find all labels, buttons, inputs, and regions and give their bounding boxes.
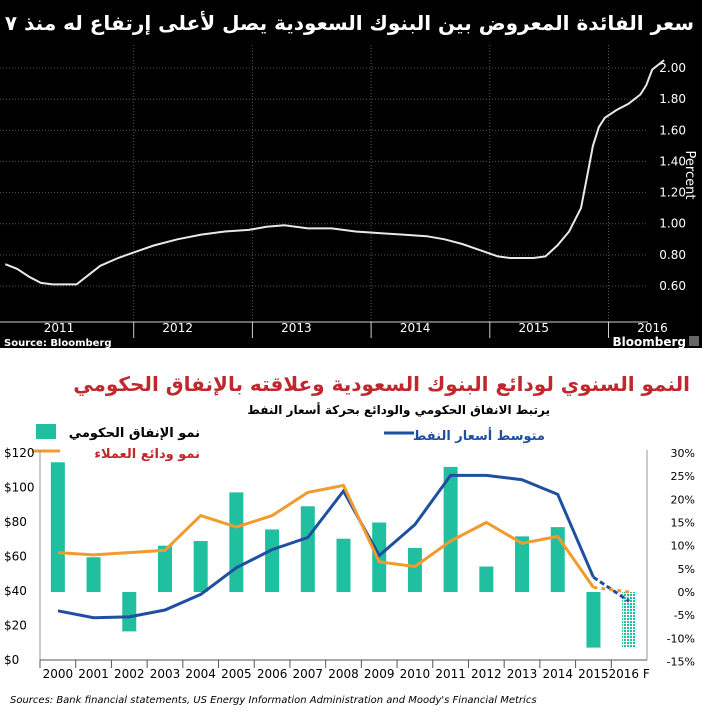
top-y-tick-label: 0.60	[659, 279, 686, 293]
bottom-x-tick-label: 2003	[150, 667, 181, 681]
legend-oil-label: متوسط أسعار النفط	[413, 427, 545, 444]
right-y-tick-label: -15%	[667, 656, 695, 669]
top-x-axis: 2011 2012 2013 2014 2015 2016	[44, 321, 668, 338]
bottom-x-tick-label: 2013	[507, 667, 538, 681]
right-y-axis: -15% -10% -5% 0% 5% 10% 15% 20% 25% 30%	[667, 447, 695, 669]
interbank-rate-chart: سعر الفائدة المعروض بين البنوك السعودية …	[0, 0, 702, 349]
bloomberg-logo: Bloomberg	[613, 335, 687, 348]
top-plot-area	[0, 45, 648, 323]
top-y-tick-label: 1.40	[659, 154, 686, 168]
right-y-tick-label: -5%	[674, 609, 695, 622]
bottom-x-tick-label: 2002	[114, 667, 145, 681]
oil-price-forecast-line	[592, 575, 630, 603]
top-y-tick-label: 0.80	[659, 248, 686, 262]
top-x-tick-label: 2013	[281, 321, 312, 335]
bottom-x-tick-label: 2001	[78, 667, 109, 681]
top-x-tick-label: 2016	[637, 321, 668, 335]
interbank-rate-chart-svg: سعر الفائدة المعروض بين البنوك السعودية …	[0, 10, 699, 349]
deposits-growth-line	[57, 483, 595, 589]
spending-bar	[586, 592, 601, 648]
spending-bar-forecast	[622, 592, 637, 648]
left-y-tick-label: $80	[4, 515, 27, 529]
right-y-tick-label: 20%	[671, 493, 695, 506]
deposits-growth-chart-svg: النمو السنوي لودائع البنوك السعودية وعلا…	[4, 372, 695, 706]
bottom-x-tick-label: 2007	[293, 667, 324, 681]
bottom-x-tick-label: 2014	[542, 667, 573, 681]
left-y-tick-label: $60	[4, 550, 27, 564]
legend-bars-swatch	[36, 424, 56, 439]
bottom-x-tick-label: 2016 F	[609, 667, 650, 681]
right-y-tick-label: -10%	[667, 632, 695, 645]
deposits-growth-forecast-line	[593, 585, 630, 594]
top-source: Source: Bloomberg	[4, 338, 112, 348]
top-x-tick-label: 2015	[519, 321, 550, 335]
top-x-tick-label: 2014	[400, 321, 431, 335]
spending-bar	[50, 462, 65, 592]
spending-bar	[300, 506, 315, 592]
top-y-tick-label: 1.60	[659, 123, 686, 137]
top-y-tick-label: 1.00	[659, 217, 686, 231]
bottom-x-tick-label: 2004	[185, 667, 216, 681]
spending-bar	[265, 529, 280, 592]
bottom-chart-title: النمو السنوي لودائع البنوك السعودية وعلا…	[73, 372, 690, 397]
bottom-x-tick-label: 2005	[221, 667, 252, 681]
spending-bar	[86, 557, 101, 592]
right-y-tick-label: 25%	[671, 470, 695, 483]
spending-bar	[443, 466, 458, 592]
top-y-tick-label: 1.20	[659, 186, 686, 200]
spending-bar	[157, 545, 172, 592]
spending-bar	[479, 566, 494, 592]
interbank-rate-line	[4, 59, 665, 286]
left-y-tick-label: $20	[4, 619, 27, 633]
bottom-x-tick-label: 2012	[471, 667, 502, 681]
legend-spending-label: نمو الإنفاق الحكومي	[69, 426, 200, 441]
top-gridlines	[0, 45, 648, 322]
spending-bar	[193, 541, 208, 592]
left-y-tick-label: $0	[4, 653, 19, 667]
left-y-axis: $0 $20 $40 $60 $80 $100 $120	[4, 446, 35, 667]
top-x-tick-label: 2011	[44, 321, 75, 335]
top-y-axis: 0.60 0.80 1.00 1.20 1.40 1.60 1.80 2.00	[659, 61, 686, 293]
top-x-tick-label: 2012	[162, 321, 193, 335]
top-y-tick-label: 2.00	[659, 61, 686, 75]
right-y-tick-label: 30%	[671, 447, 695, 460]
bloomberg-logo-icon	[689, 336, 699, 346]
left-y-tick-label: $40	[4, 584, 27, 598]
right-y-tick-label: 0%	[678, 586, 695, 599]
spending-bar	[229, 492, 244, 592]
bottom-x-tick-label: 2010	[400, 667, 431, 681]
spending-bar	[515, 536, 530, 592]
bottom-x-tick-label: 2006	[257, 667, 288, 681]
bottom-source: Sources: Bank financial statements, US E…	[10, 695, 537, 706]
bottom-x-tick-label: 2000	[43, 667, 74, 681]
deposits-growth-chart: النمو السنوي لودائع البنوك السعودية وعلا…	[0, 348, 702, 711]
oil-price-line	[57, 473, 595, 620]
spending-bars	[50, 462, 637, 648]
bottom-chart-subtitle: يرتبط الانفاق الحكومي والودائع بحركة أسع…	[247, 402, 550, 418]
top-chart-title: سعر الفائدة المعروض بين البنوك السعودية …	[0, 10, 694, 35]
left-y-tick-label: $120	[4, 446, 35, 460]
bottom-x-tick-label: 2015	[578, 667, 609, 681]
legend-deposits-label: نمو ودائع العملاء	[94, 447, 200, 462]
bottom-x-tick-label: 2009	[364, 667, 395, 681]
top-y-tick-label: 1.80	[659, 92, 686, 106]
spending-bar	[336, 538, 351, 592]
bottom-x-axis: 2000 2001 2002 2003 2004 2005 2006 2007 2008 2009…	[39, 660, 650, 681]
spending-bar	[407, 547, 422, 592]
bottom-x-tick-label: 2008	[328, 667, 359, 681]
right-y-tick-label: 15%	[671, 517, 695, 530]
right-y-tick-label: 10%	[671, 540, 695, 553]
top-y-axis-label: Percent	[682, 151, 697, 200]
spending-bar	[122, 592, 137, 632]
left-y-tick-label: $100	[4, 481, 35, 495]
right-y-tick-label: 5%	[678, 563, 695, 576]
bottom-x-tick-label: 2011	[435, 667, 466, 681]
